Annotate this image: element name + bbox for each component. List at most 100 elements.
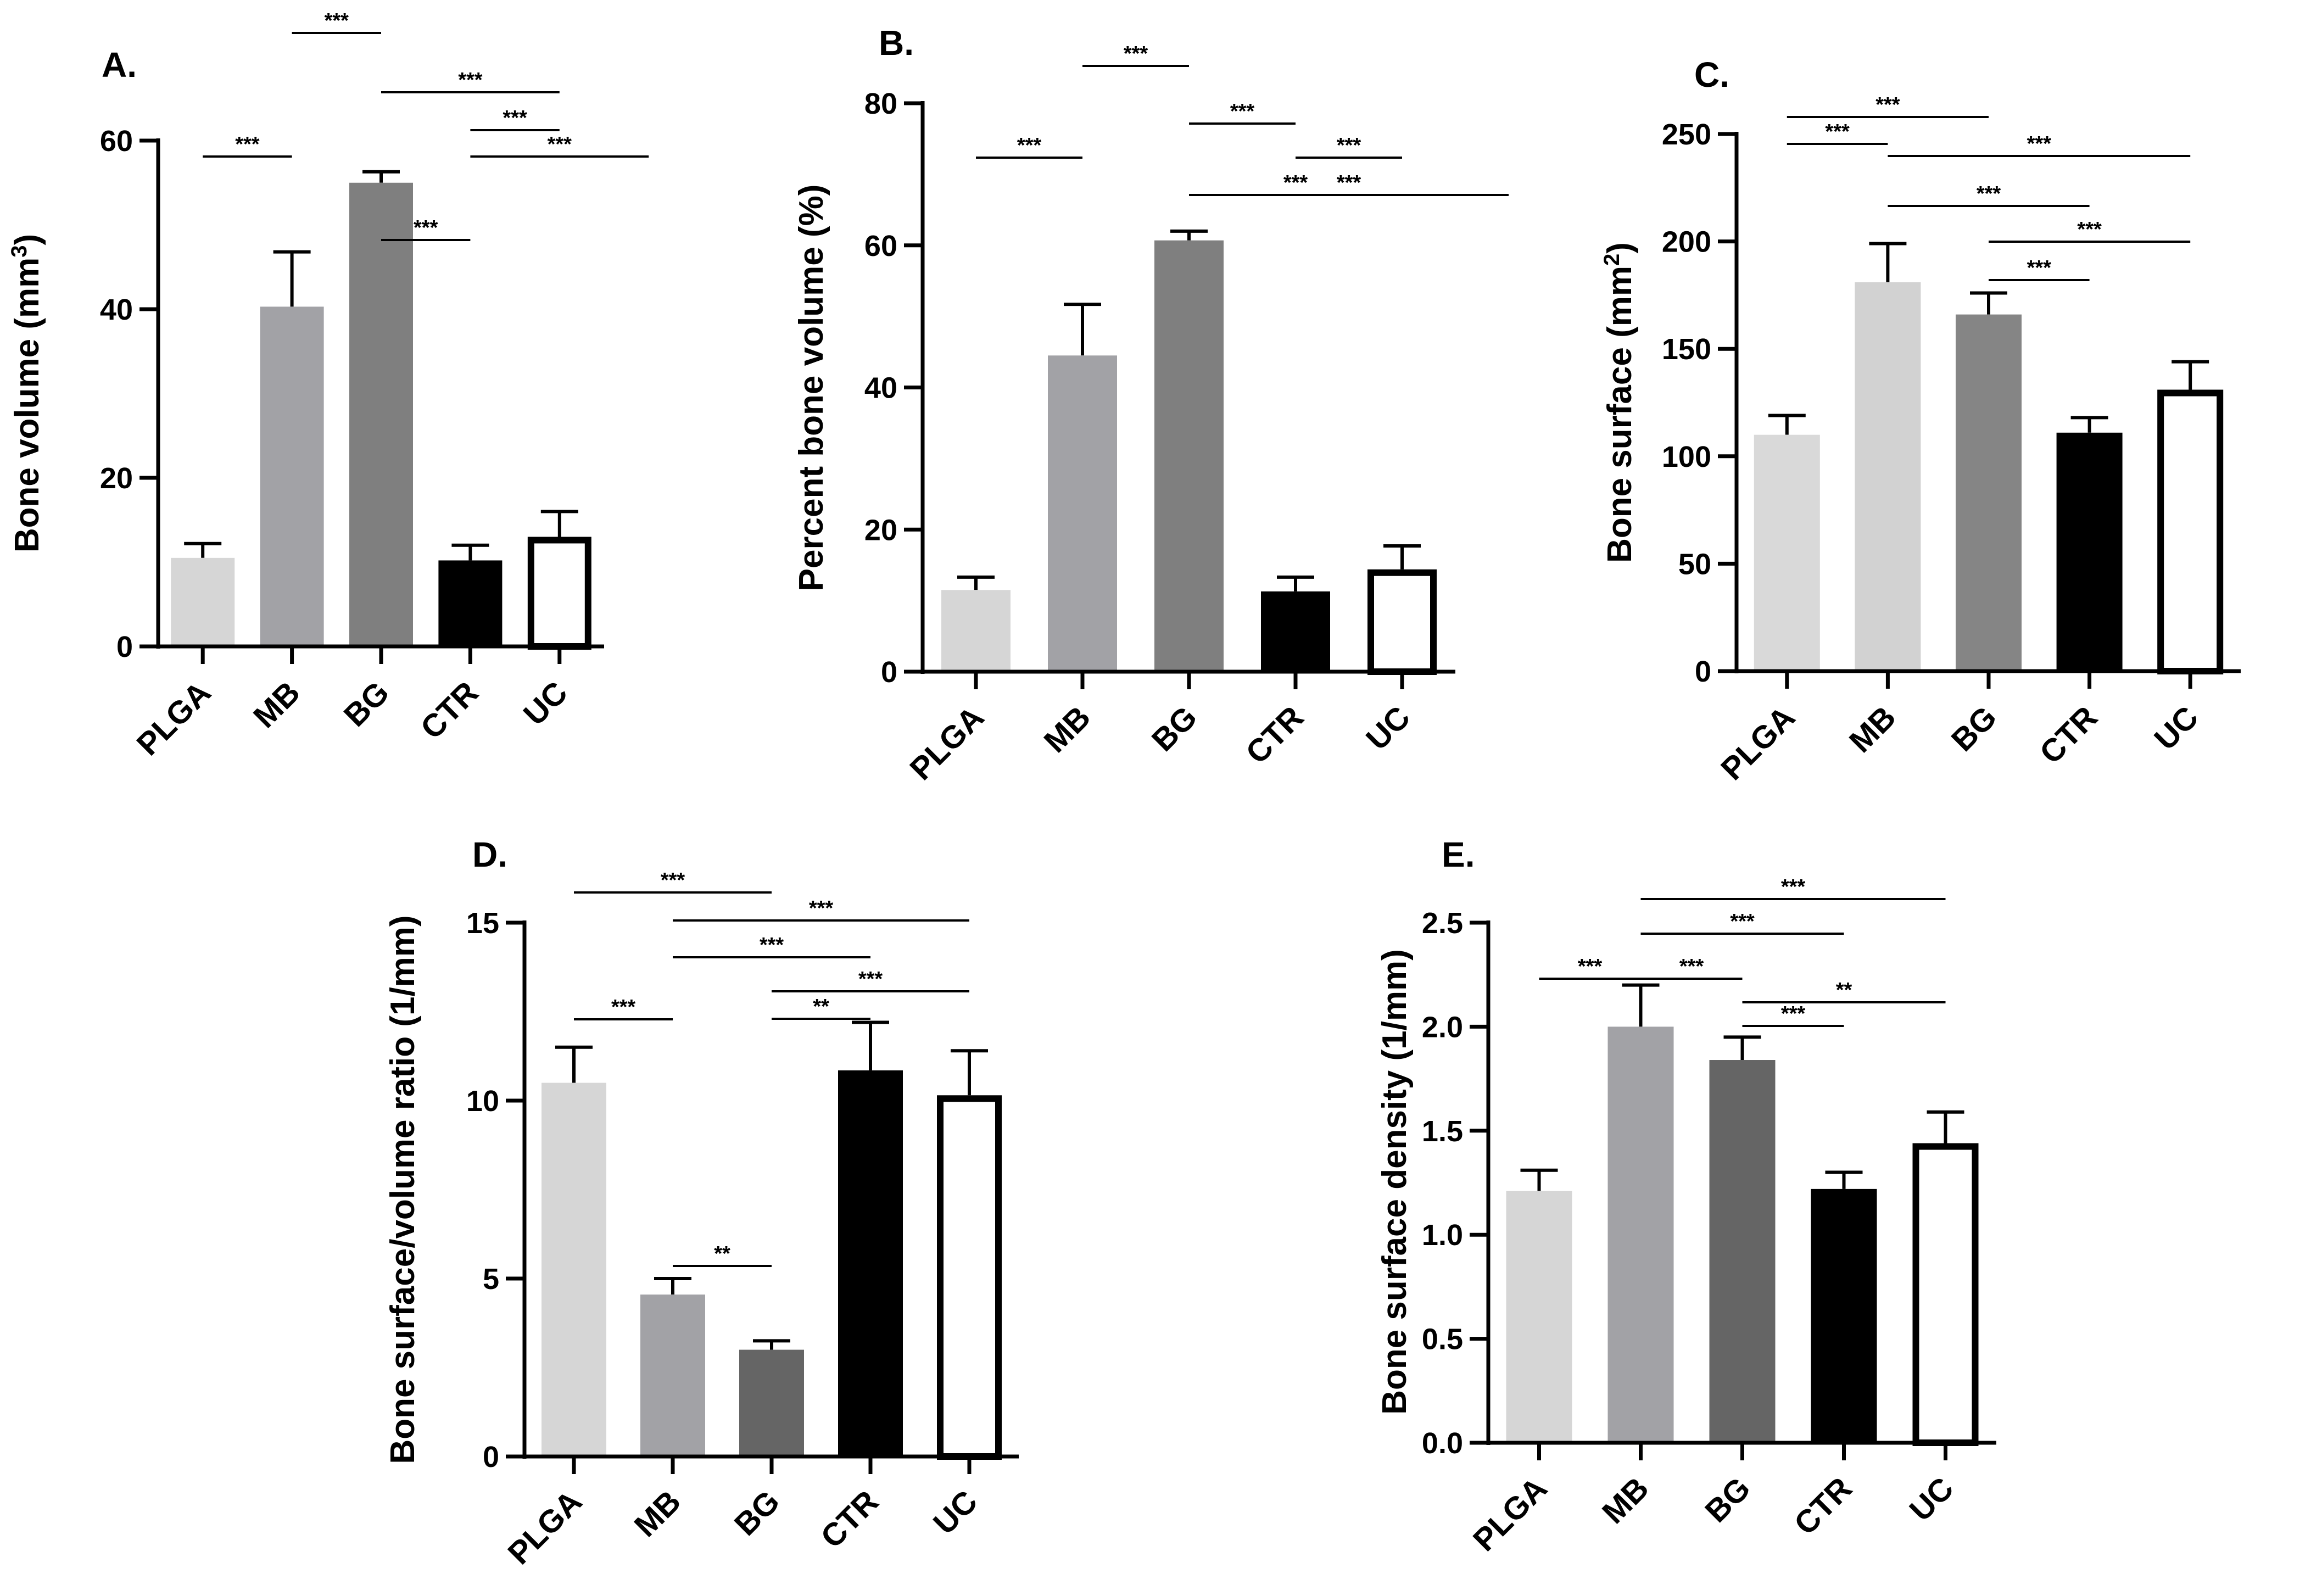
x-tick-label-UC: UC: [2147, 699, 2205, 757]
y-tick-label: 1.0: [1422, 1219, 1463, 1252]
significance-label: **: [1836, 979, 1852, 1002]
significance-label: ***: [1977, 182, 2001, 205]
significance-label: ***: [1230, 100, 1255, 123]
chart-panel-2: B. Percent bone volume (%) 0 20 40 60 80 PLGA MB…: [792, 23, 1509, 787]
x-tick-label-MB: MB: [247, 674, 307, 735]
x-tick-label-CTR: CTR: [1239, 699, 1310, 771]
x-tick-label-CTR: CTR: [2033, 699, 2105, 771]
chart-panel-1: A. Bone volume (mm3) 0 20 40 60 PLGA MB BG CTR UC *…: [7, 9, 649, 762]
significance-label: ***: [1578, 955, 1603, 978]
y-tick-label: 0: [1695, 655, 1711, 688]
bar-MB: [640, 1294, 705, 1457]
significance-label: ***: [2077, 218, 2102, 241]
bar-PLGA: [941, 590, 1011, 672]
y-tick-label: 15: [466, 907, 499, 940]
x-tick-label-PLGA: PLGA: [903, 699, 991, 787]
significance-label: ***: [1781, 875, 1806, 899]
y-axis-title-superscript: 2: [1600, 254, 1624, 266]
x-tick-label-BG: BG: [1145, 699, 1204, 758]
significance-label: ***: [809, 897, 834, 920]
x-tick-label-CTR: CTR: [814, 1483, 885, 1555]
panel-label: B.: [879, 23, 914, 63]
significance-label: ***: [503, 107, 527, 130]
bar-UC: [2157, 389, 2224, 674]
bar-MB: [1048, 355, 1117, 672]
significance-label: ***: [1017, 134, 1042, 157]
y-tick-label: 0: [881, 656, 897, 689]
panel-label: D.: [472, 835, 507, 874]
significance-label: ***: [1124, 42, 1148, 65]
y-tick-label: 40: [100, 293, 133, 326]
x-tick-label-UC: UC: [517, 674, 574, 732]
x-tick-label-MB: MB: [1843, 699, 1903, 760]
y-tick-label: 0.5: [1422, 1323, 1463, 1356]
significance-label: ***: [1825, 120, 1850, 143]
bar-MB: [1607, 1026, 1674, 1443]
x-tick-label-MB: MB: [627, 1483, 688, 1544]
y-axis-title: Bone surface density (1/mm): [1376, 949, 1414, 1415]
y-axis-title-text-end: ): [1601, 242, 1639, 254]
y-tick-label: 60: [864, 230, 897, 263]
x-tick-label-PLGA: PLGA: [130, 674, 217, 762]
y-axis-title-superscript: 3: [7, 245, 31, 257]
y-tick-label: 20: [100, 462, 133, 495]
bar-UC: [1367, 569, 1437, 675]
y-tick-label: 20: [864, 514, 897, 546]
y-tick-label: 5: [483, 1263, 499, 1296]
x-tick-label-BG: BG: [1698, 1470, 1757, 1529]
significance-label: ***: [1337, 134, 1361, 157]
bar-BG: [1709, 1060, 1776, 1443]
bar-PLGA: [542, 1082, 606, 1457]
significance-label: ***: [611, 996, 636, 1019]
significance-label: ***: [1730, 910, 1755, 933]
x-tick-label-CTR: CTR: [1787, 1470, 1858, 1542]
significance-label: ***: [2027, 256, 2052, 280]
y-tick-label: 0: [116, 630, 133, 663]
bar-CTR: [838, 1070, 903, 1457]
panel-label: C.: [1694, 55, 1729, 94]
x-tick-label-MB: MB: [1037, 699, 1097, 760]
significance-label: ***: [858, 968, 883, 991]
bar-PLGA: [1506, 1191, 1572, 1443]
significance-label: ***: [414, 216, 438, 239]
chart-panel-4: D. Bone surface/volume ratio (1/mm) 0 5 10 15…: [384, 835, 1019, 1571]
significance-label: ***: [1337, 171, 1361, 194]
y-tick-label: 10: [466, 1085, 499, 1118]
bar-BG: [349, 182, 413, 646]
significance-label: **: [813, 995, 829, 1018]
y-tick-label: 250: [1662, 118, 1711, 151]
significance-label: ***: [325, 9, 349, 32]
y-tick-label: 40: [864, 372, 897, 405]
y-tick-label: 50: [1678, 548, 1711, 581]
bar-MB: [1855, 282, 1921, 671]
x-tick-label-PLGA: PLGA: [501, 1483, 589, 1571]
bar-MB: [260, 306, 324, 646]
x-tick-label-CTR: CTR: [414, 674, 485, 746]
significance-label: ***: [235, 133, 260, 156]
y-axis-title-text: Bone surface (mm: [1601, 266, 1639, 563]
x-tick-label-PLGA: PLGA: [1466, 1470, 1554, 1558]
significance-label: **: [714, 1242, 730, 1265]
y-axis-title: Bone volume (mm3): [7, 234, 46, 553]
y-tick-label: 0.0: [1422, 1427, 1463, 1460]
y-tick-label: 0: [483, 1441, 499, 1474]
significance-label: ***: [661, 869, 685, 892]
panel-label: A.: [102, 45, 137, 85]
significance-label: ***: [1875, 93, 1900, 116]
panel-label: E.: [1442, 835, 1475, 874]
significance-label: ***: [548, 133, 572, 156]
chart-panel-5: E. Bone surface density (1/mm)0.0 0.5 1.0 1.…: [1376, 835, 1996, 1558]
x-tick-label-UC: UC: [926, 1483, 984, 1541]
x-tick-label-BG: BG: [337, 674, 396, 733]
x-tick-label-MB: MB: [1595, 1470, 1656, 1531]
bar-CTR: [1811, 1188, 1877, 1443]
y-axis-title-text: Bone volume (mm: [8, 258, 46, 553]
bar-CTR: [438, 560, 503, 646]
y-tick-label: 60: [100, 125, 133, 158]
bar-PLGA: [171, 557, 235, 646]
y-tick-label: 150: [1662, 333, 1711, 366]
bar-PLGA: [1754, 434, 1820, 671]
y-tick-label: 2.5: [1422, 907, 1463, 940]
x-tick-label-PLGA: PLGA: [1714, 699, 1802, 787]
